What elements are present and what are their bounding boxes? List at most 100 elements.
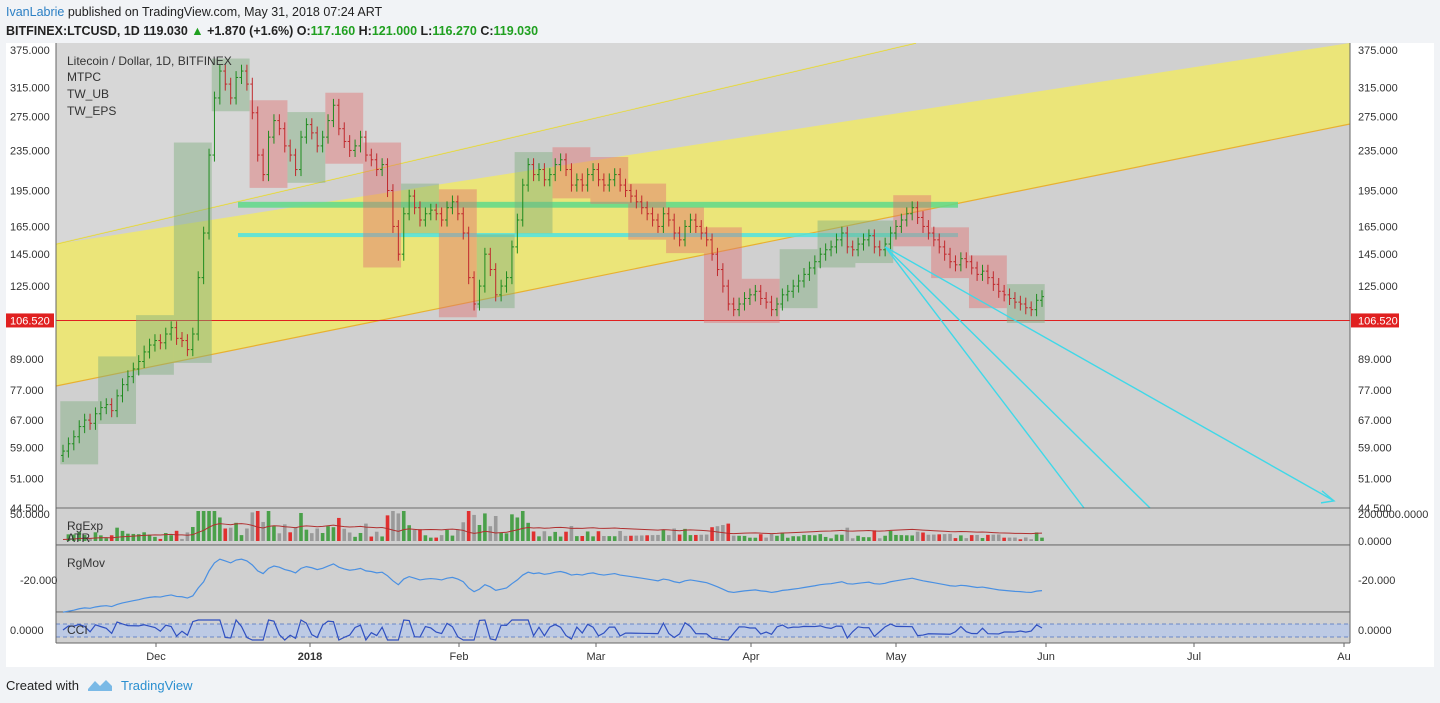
candle <box>623 178 628 198</box>
candle <box>369 148 374 167</box>
rgexp-bar <box>569 526 574 541</box>
author-link[interactable]: IvanLabrie <box>6 5 65 19</box>
rgexp-bar <box>228 527 233 541</box>
candle <box>207 148 212 240</box>
y-tick-label-left: 77.000 <box>10 385 44 397</box>
candle <box>455 195 460 221</box>
rgexp-bar <box>450 535 455 541</box>
rgexp-bar <box>531 531 536 541</box>
rgexp-bar <box>575 536 579 541</box>
rgexp-bar <box>299 513 303 541</box>
candle <box>915 201 920 225</box>
cci-label: CCI <box>67 623 88 637</box>
candle <box>336 98 341 136</box>
candle <box>829 240 834 257</box>
price-chart[interactable]: 375.000 375.000 315.000 315.000 275.000 275.0… <box>6 43 1434 667</box>
candle <box>980 264 985 281</box>
candle <box>77 420 82 444</box>
rgexp-bar <box>1007 537 1012 541</box>
candle <box>547 168 552 187</box>
rgexp-bar <box>694 534 698 541</box>
rgexp-bar <box>223 528 228 541</box>
candle <box>720 263 725 293</box>
rgexp-bar <box>196 511 201 541</box>
rgexp-bar <box>861 537 866 541</box>
candle <box>802 268 807 288</box>
candle <box>926 220 931 240</box>
rgexp-bar <box>282 524 287 541</box>
rgexp-bar <box>72 534 76 541</box>
candle <box>71 430 76 451</box>
candle <box>1002 284 1007 302</box>
rgexp-bar <box>612 536 617 541</box>
rgexp-bar <box>591 536 595 541</box>
candle <box>958 252 963 272</box>
candle <box>326 114 331 144</box>
rgexp-bar <box>996 534 1001 541</box>
rgexp-bar <box>191 527 195 541</box>
candle <box>764 292 769 309</box>
rgexp-bar <box>499 533 503 541</box>
rgexp-bar <box>88 537 92 541</box>
rgexp-bar <box>553 531 558 541</box>
candle <box>434 203 439 221</box>
rgexp-bar <box>666 535 671 541</box>
candle <box>223 64 228 91</box>
candle <box>877 240 882 257</box>
candle <box>536 163 541 182</box>
candle <box>353 139 358 157</box>
rgexp-bar <box>915 531 920 541</box>
candle <box>807 261 812 281</box>
rgexp-bar <box>234 522 238 541</box>
rgexp-bar <box>445 529 449 541</box>
candle <box>331 98 336 128</box>
rgexp-bar <box>315 528 320 541</box>
candle <box>693 213 698 233</box>
rgexp-bar <box>547 536 552 541</box>
rgexp-bar <box>769 533 774 541</box>
rgexp-bar <box>888 531 893 541</box>
rgexp-bar <box>775 535 779 541</box>
candle <box>812 255 817 275</box>
high-value: 121.000 <box>371 24 418 38</box>
rgexp-bar <box>607 536 612 541</box>
candle <box>461 207 466 240</box>
rgexp-bar <box>894 534 898 541</box>
rgexp-bar <box>764 537 768 541</box>
rgexp-bar <box>942 534 947 541</box>
y-tick-label-right: 275.000 <box>1358 112 1398 124</box>
rgexp-bar <box>347 532 352 541</box>
candle <box>856 237 861 257</box>
rgexp-bar <box>158 538 163 541</box>
candle <box>309 118 314 140</box>
candle <box>288 139 293 162</box>
close-label: C: <box>480 24 494 38</box>
candle <box>601 173 606 192</box>
rgexp-bar <box>261 521 265 541</box>
y-tick-label-right: 315.000 <box>1358 82 1398 94</box>
candle <box>88 413 93 430</box>
tradingview-link[interactable]: TradingView <box>120 677 193 693</box>
candle <box>61 444 65 462</box>
sub-axis-label: -20.000 <box>20 575 57 587</box>
rgexp-bar <box>331 527 336 541</box>
y-tick-label-left: 89.000 <box>10 354 44 366</box>
candle <box>363 130 368 162</box>
rgexp-bar <box>877 538 882 541</box>
candle <box>526 158 531 192</box>
rgexp-bar <box>212 511 217 541</box>
rgexp-bar <box>813 535 817 541</box>
y-tick-label-left: 235.000 <box>10 145 50 157</box>
candle <box>315 126 320 153</box>
rgexp-bar <box>429 537 433 541</box>
candle <box>93 407 98 430</box>
x-tick-label: May <box>886 651 907 663</box>
candle <box>666 207 671 227</box>
rgexp-bar <box>337 517 341 541</box>
candle <box>293 148 298 177</box>
candle <box>1029 301 1034 317</box>
rgexp-bar <box>147 534 152 541</box>
rgexp-bar <box>537 536 541 541</box>
rgexp-bar <box>131 533 136 541</box>
y-tick-label-right: 106.520 <box>1358 315 1398 327</box>
